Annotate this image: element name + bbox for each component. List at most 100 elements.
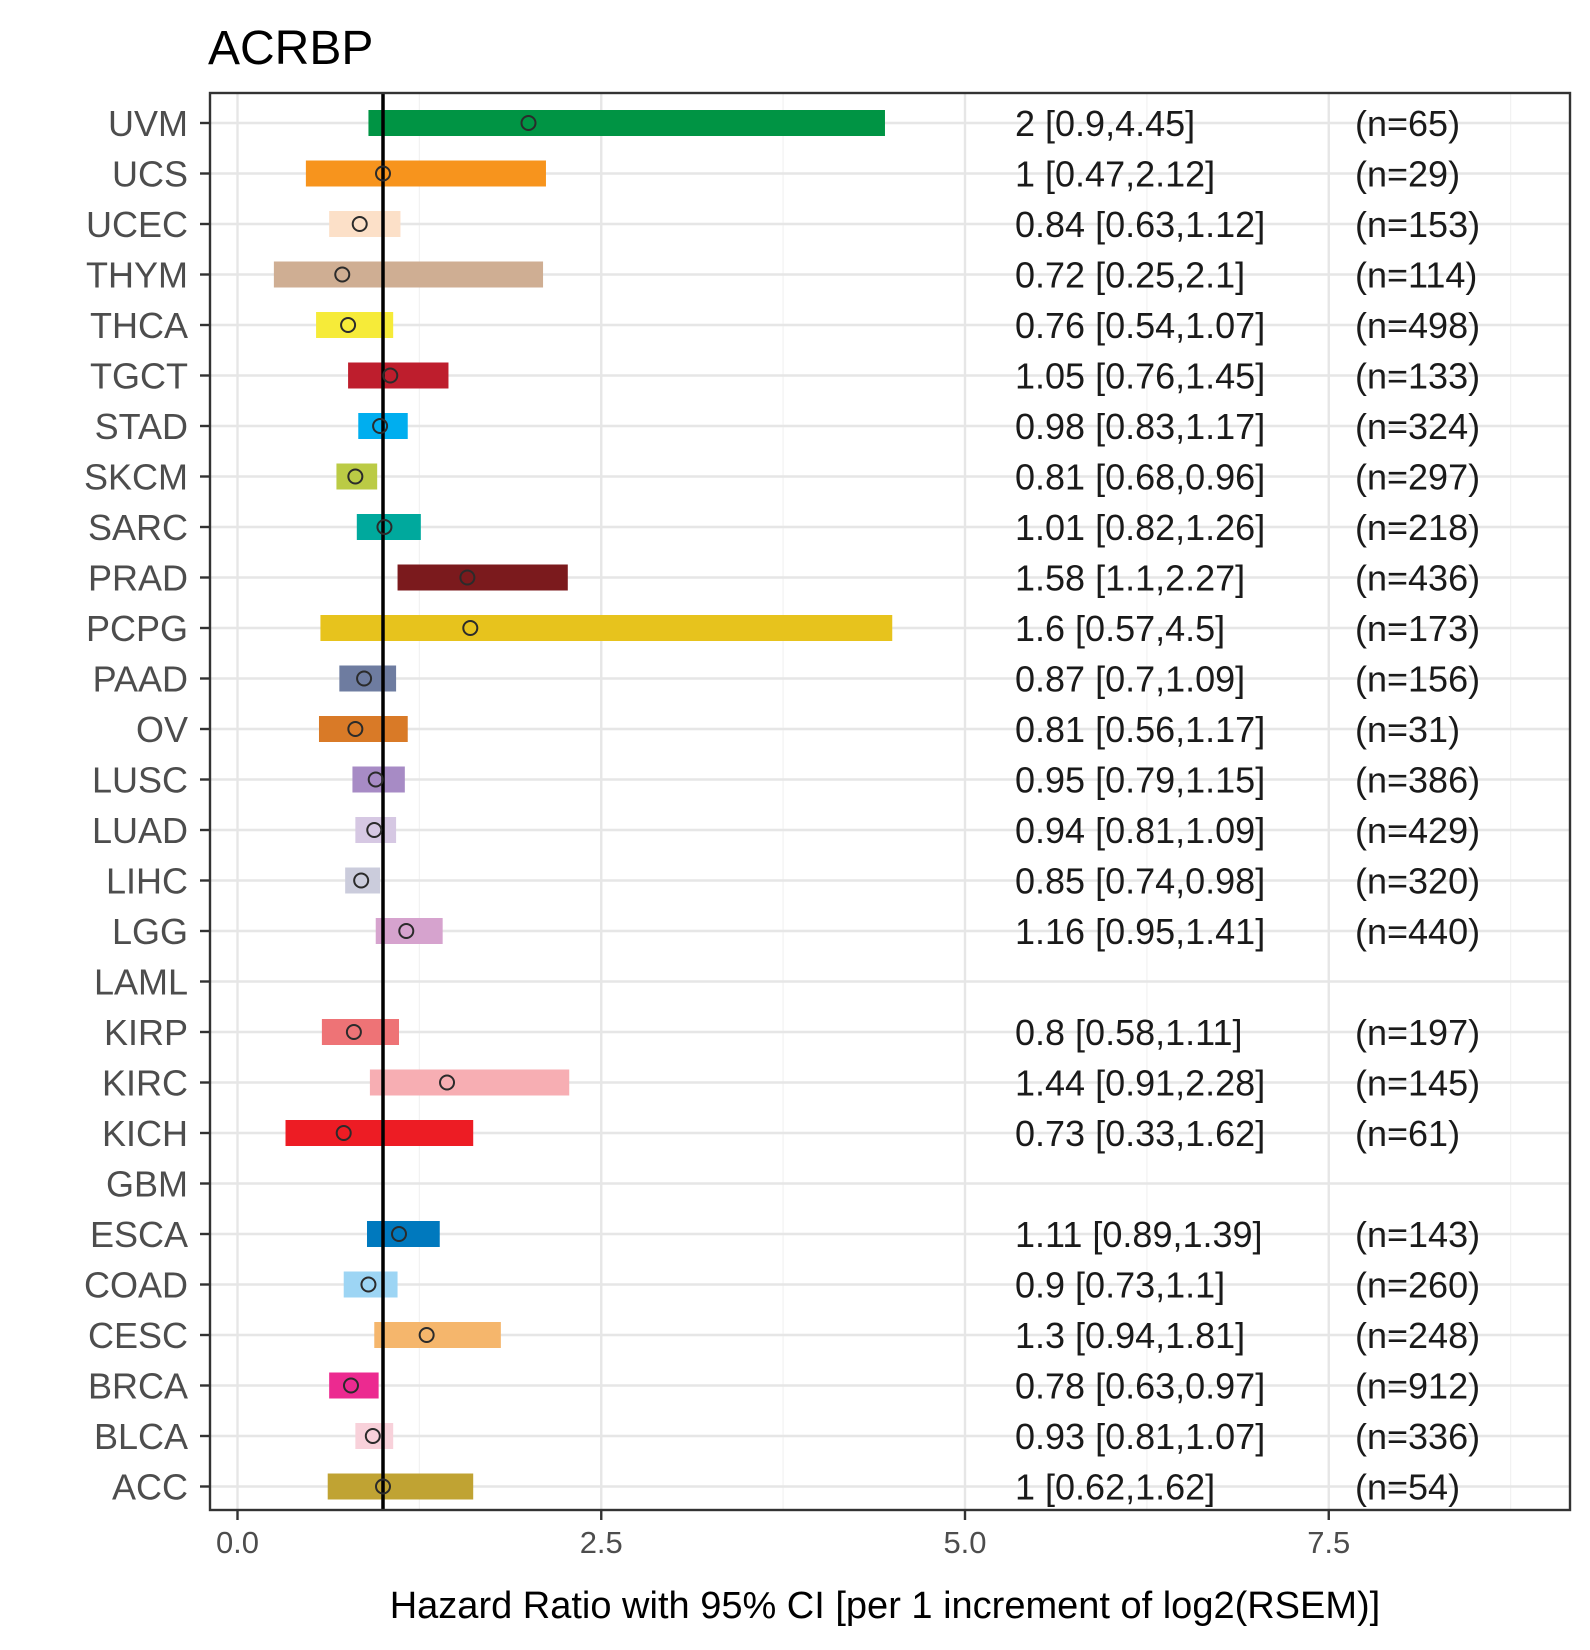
y-tick-label: PAAD (93, 659, 188, 700)
ci-text: 0.85 [0.74,0.98] (1015, 861, 1265, 902)
n-text: (n=429) (1355, 810, 1480, 851)
y-tick-label: UCS (112, 154, 188, 195)
hr-point-paad (356, 670, 373, 687)
ci-text: 0.95 [0.79,1.15] (1015, 760, 1265, 801)
ci-bar-sarc (356, 514, 421, 540)
chart-title: ACRBP (208, 22, 373, 75)
y-tick-label: KICH (102, 1113, 188, 1154)
ci-text: 0.73 [0.33,1.62] (1015, 1113, 1265, 1154)
ci-text: 0.72 [0.25,2.1] (1015, 255, 1245, 296)
n-text: (n=173) (1355, 608, 1480, 649)
hr-point-lusc (367, 771, 384, 788)
x-axis: 0.0 2.5 5.0 7.5 (216, 1510, 1350, 1560)
y-tick-label: LGG (112, 911, 188, 952)
ci-text: 1.3 [0.94,1.81] (1015, 1315, 1245, 1356)
ci-bar-coad (343, 1271, 398, 1298)
hr-point-lihc (353, 872, 370, 889)
hr-point-ov (347, 721, 364, 737)
ci-bar-acc (327, 1473, 474, 1500)
n-text: (n=197) (1355, 1012, 1480, 1053)
y-tick-label: PCPG (86, 608, 188, 649)
ci-bar-lusc (352, 766, 405, 793)
y-tick-label: THYM (86, 255, 188, 296)
ci-text: 1.01 [0.82,1.26] (1015, 507, 1265, 548)
y-tick-label: UVM (108, 103, 188, 144)
n-text: (n=29) (1355, 154, 1460, 195)
n-text: (n=440) (1355, 911, 1480, 952)
y-tick-label: STAD (95, 406, 188, 447)
y-tick-label: LUAD (92, 810, 188, 851)
ci-text: 0.98 [0.83,1.17] (1015, 406, 1265, 447)
hr-points (334, 115, 537, 1495)
y-tick-label: ACC (112, 1467, 188, 1508)
n-text: (n=320) (1355, 861, 1480, 902)
ci-text: 1 [0.62,1.62] (1015, 1467, 1215, 1508)
ci-bar-skcm (336, 463, 378, 490)
hr-point-cesc (418, 1327, 435, 1343)
n-text: (n=248) (1355, 1315, 1480, 1356)
n-text: (n=143) (1355, 1214, 1480, 1255)
hr-point-acc (375, 1478, 391, 1495)
y-tick-label: KIRP (104, 1012, 188, 1053)
hr-point-prad (459, 569, 476, 586)
hr-point-ucs (375, 165, 391, 182)
n-text: (n=297) (1355, 457, 1480, 498)
x-tick-label: 7.5 (1307, 1525, 1350, 1560)
ci-text: 0.93 [0.81,1.07] (1015, 1416, 1265, 1457)
ci-text: 0.78 [0.63,0.97] (1015, 1366, 1265, 1407)
n-text: (n=336) (1355, 1416, 1480, 1457)
y-tick-label: KIRC (102, 1063, 188, 1104)
hr-point-kirp (345, 1024, 362, 1040)
x-axis-label: Hazard Ratio with 95% CI [per 1 incremen… (390, 1585, 1381, 1627)
y-tick-label: LUSC (92, 760, 188, 801)
n-text: (n=54) (1355, 1467, 1460, 1508)
ci-bar-blca (355, 1423, 394, 1449)
ci-text: 0.94 [0.81,1.09] (1015, 810, 1265, 851)
ci-bar-uvm (368, 110, 885, 136)
ci-bar-pcpg (320, 615, 893, 641)
n-text: (n=912) (1355, 1366, 1480, 1407)
ci-bars (273, 110, 893, 1500)
n-text: (n=145) (1355, 1063, 1480, 1104)
ci-text: 1.16 [0.95,1.41] (1015, 911, 1265, 952)
hr-point-stad (372, 418, 389, 434)
y-tick-label: LAML (94, 962, 188, 1003)
n-text: (n=153) (1355, 204, 1480, 245)
n-text: (n=324) (1355, 406, 1480, 447)
hr-point-lgg (398, 923, 415, 939)
panel-border (208, 91, 1572, 1512)
ci-text: 0.76 [0.54,1.07] (1015, 305, 1265, 346)
x-tick-label: 0.0 (216, 1525, 259, 1560)
n-text: (n=65) (1355, 103, 1460, 144)
n-text: (n=31) (1355, 709, 1460, 750)
hr-point-tgct (382, 367, 399, 384)
ci-text: 0.8 [0.58,1.11] (1015, 1012, 1243, 1053)
n-text: (n=61) (1355, 1113, 1460, 1154)
x-tick-label: 5.0 (943, 1525, 986, 1560)
ci-text: 1.11 [0.89,1.39] (1015, 1214, 1263, 1255)
hr-point-kich (335, 1125, 352, 1141)
n-text: (n=386) (1355, 760, 1480, 801)
n-text: (n=114) (1355, 255, 1477, 296)
n-text: (n=133) (1355, 356, 1480, 397)
hr-point-esca (391, 1226, 408, 1242)
y-tick-label: COAD (84, 1265, 188, 1306)
ci-text: 1.44 [0.91,2.28] (1015, 1063, 1265, 1104)
hr-point-pcpg (462, 620, 479, 636)
hr-point-brca (342, 1377, 359, 1394)
ci-bar-esca (366, 1221, 440, 1247)
y-tick-label: OV (136, 709, 188, 750)
ci-bar-lihc (345, 867, 381, 894)
ci-bar-cesc (374, 1322, 501, 1348)
n-text: (n=498) (1355, 305, 1480, 346)
y-tick-label: SARC (88, 507, 188, 548)
ci-bar-ucec (329, 211, 401, 237)
ci-text: 1 [0.47,2.12] (1015, 154, 1215, 195)
panel-frame (208, 91, 1572, 1512)
y-tick-label: CESC (88, 1315, 188, 1356)
ci-bar-thym (273, 261, 544, 288)
hr-point-ucec (351, 216, 368, 232)
n-text: (n=156) (1355, 659, 1480, 700)
n-text: (n=260) (1355, 1265, 1480, 1306)
ci-bar-ov (318, 716, 408, 742)
